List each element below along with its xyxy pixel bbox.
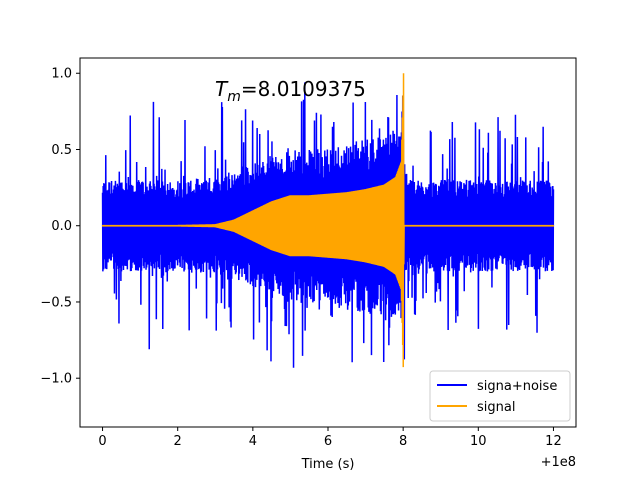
legend-box: [429, 370, 571, 422]
x-tick-label: 10: [470, 434, 487, 449]
x-tick-label: 2: [174, 434, 182, 449]
legend: signa+noise signal: [429, 370, 571, 422]
tm-annotation-symbol: T: [215, 77, 229, 101]
plot-area: [101, 73, 555, 368]
tm-annotation: Tm=8.0109375: [215, 77, 366, 105]
x-tick-label: 0: [98, 434, 106, 449]
series-line-signal-noise: [101, 82, 555, 368]
tm-annotation-subscript: m: [227, 89, 241, 105]
y-tick-label: 0.5: [51, 143, 72, 158]
x-tick-label: 8: [399, 434, 407, 449]
y-tick-label: −0.5: [40, 295, 72, 310]
x-axis-offset-label: +1e8: [541, 455, 576, 470]
x-tick-label: 6: [324, 434, 332, 449]
x-axis-label: Time (s): [301, 457, 355, 472]
y-tick-label: 0.0: [51, 219, 72, 234]
ticks: 0 2 4 6 8 10 12 −1.0 −0.5 0.0 0.5 1.0: [40, 67, 561, 449]
x-tick-label: 12: [545, 434, 562, 449]
legend-label-signal-noise: signa+noise: [477, 379, 557, 394]
series-line-signal: [101, 73, 555, 368]
legend-label-signal: signal: [477, 400, 515, 415]
y-tick-label: −1.0: [40, 372, 72, 387]
x-tick-label: 4: [249, 434, 257, 449]
tm-annotation-value: =8.0109375: [241, 77, 366, 101]
y-tick-label: 1.0: [51, 67, 72, 82]
